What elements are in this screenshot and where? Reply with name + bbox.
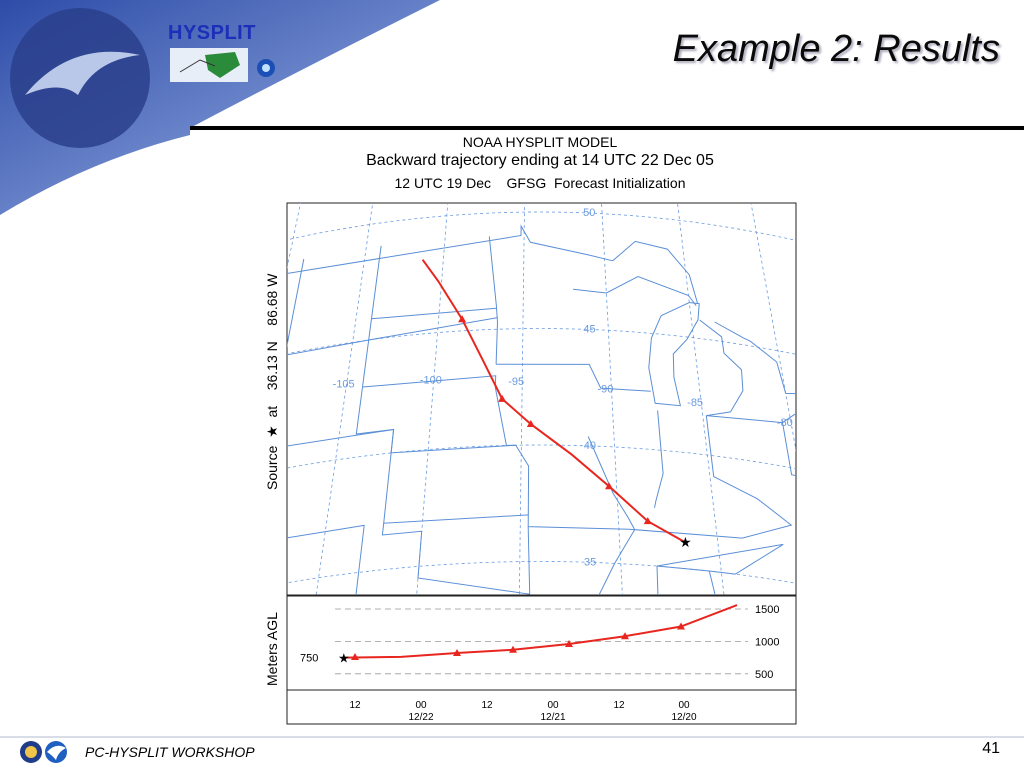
time-tick-label: 12 bbox=[613, 700, 625, 711]
height-series-line bbox=[344, 604, 738, 659]
time-tick-label: 00 bbox=[678, 700, 690, 711]
doc-seal-icon bbox=[20, 741, 42, 763]
longitude-label: -105 bbox=[333, 378, 355, 390]
height-tick-label: 1500 bbox=[755, 604, 779, 616]
height-panel bbox=[286, 595, 797, 691]
time-date-label: 12/21 bbox=[540, 712, 565, 723]
time-axis-panel bbox=[286, 689, 797, 725]
state-boundary bbox=[861, 349, 971, 389]
meridian-line bbox=[677, 203, 725, 595]
map-content: -110 -105 -100 -95 -90 -85 -80 50 45 40 35 ★ bbox=[247, 203, 971, 595]
parallel-line bbox=[287, 211, 796, 241]
meridian-line bbox=[287, 203, 301, 271]
noaa-emblem-icon bbox=[10, 8, 150, 148]
time-tick-label: 12 bbox=[349, 700, 361, 711]
state-boundary bbox=[488, 236, 499, 365]
page-number: 41 bbox=[982, 740, 1000, 757]
state-boundary bbox=[496, 363, 651, 392]
state-boundary bbox=[287, 317, 498, 356]
figure-title-line3: 12 UTC 19 Dec GFSG Forecast Initializati… bbox=[394, 175, 686, 191]
time-tick-label: 00 bbox=[415, 700, 427, 711]
longitude-label: -85 bbox=[687, 397, 703, 409]
height-marker bbox=[565, 639, 573, 647]
hysplit-logo-icon bbox=[170, 48, 275, 82]
latitude-label: 50 bbox=[583, 207, 595, 219]
longitude-label: -95 bbox=[508, 376, 524, 388]
source-star-icon: ★ bbox=[679, 534, 692, 550]
longitude-label: -80 bbox=[777, 417, 793, 429]
state-boundary bbox=[699, 319, 744, 417]
footer-bar bbox=[0, 736, 1024, 738]
latitude-label: 40 bbox=[584, 440, 596, 452]
figure-title-line2: Backward trajectory ending at 14 UTC 22 … bbox=[366, 152, 714, 169]
trajectory-line bbox=[421, 259, 686, 544]
time-date-label: 12/20 bbox=[671, 712, 696, 723]
longitude-label: -110 bbox=[247, 388, 268, 400]
time-tick-label: 00 bbox=[547, 700, 559, 711]
hysplit-logo-text: HYSPLIT bbox=[168, 22, 256, 44]
parallel-line bbox=[287, 444, 796, 470]
map-panel bbox=[286, 202, 797, 596]
footer-workshop-label: PC-HYSPLIT WORKSHOP bbox=[85, 744, 255, 760]
trajectory-marker bbox=[526, 420, 535, 428]
state-boundary bbox=[381, 523, 531, 595]
state-boundary bbox=[714, 321, 796, 395]
height-tick-label: 500 bbox=[755, 669, 773, 681]
trajectory-marker bbox=[458, 315, 467, 323]
height-marker bbox=[453, 649, 461, 657]
height-marker bbox=[677, 622, 685, 630]
time-date-label: 12/22 bbox=[408, 712, 433, 723]
trajectory-marker bbox=[605, 482, 614, 490]
title-divider bbox=[190, 126, 1024, 130]
state-boundary bbox=[801, 384, 849, 396]
figure-title-line1: NOAA HYSPLIT MODEL bbox=[462, 134, 618, 150]
state-boundary bbox=[781, 420, 796, 477]
state-boundary bbox=[287, 258, 365, 595]
state-boundary bbox=[371, 307, 497, 320]
trajectory-marker bbox=[498, 394, 507, 402]
state-boundary bbox=[656, 543, 784, 575]
time-tick-label: 12 bbox=[481, 700, 493, 711]
longitude-label: -100 bbox=[420, 374, 442, 386]
state-boundary bbox=[287, 428, 516, 454]
height-marker bbox=[509, 645, 517, 653]
state-boundary bbox=[612, 240, 699, 304]
state-boundary bbox=[628, 415, 793, 539]
height-marker bbox=[351, 652, 359, 660]
state-boundary bbox=[706, 412, 796, 424]
noaa-footer-icon bbox=[45, 741, 67, 763]
height-source-star-icon: ★ bbox=[338, 651, 350, 666]
height-tick-label: 1000 bbox=[755, 636, 779, 648]
slide-title: Example 2: Results bbox=[672, 28, 1000, 70]
latitude-label: 35 bbox=[584, 557, 596, 569]
state-boundary bbox=[573, 275, 697, 307]
trajectory-marker bbox=[643, 517, 652, 525]
state-boundary bbox=[654, 410, 664, 508]
state-boundary bbox=[287, 224, 613, 274]
height-marker bbox=[621, 632, 629, 640]
longitude-label: -90 bbox=[597, 384, 613, 396]
latitude-label: 45 bbox=[583, 324, 595, 336]
start-height-label: 750 bbox=[300, 653, 318, 665]
